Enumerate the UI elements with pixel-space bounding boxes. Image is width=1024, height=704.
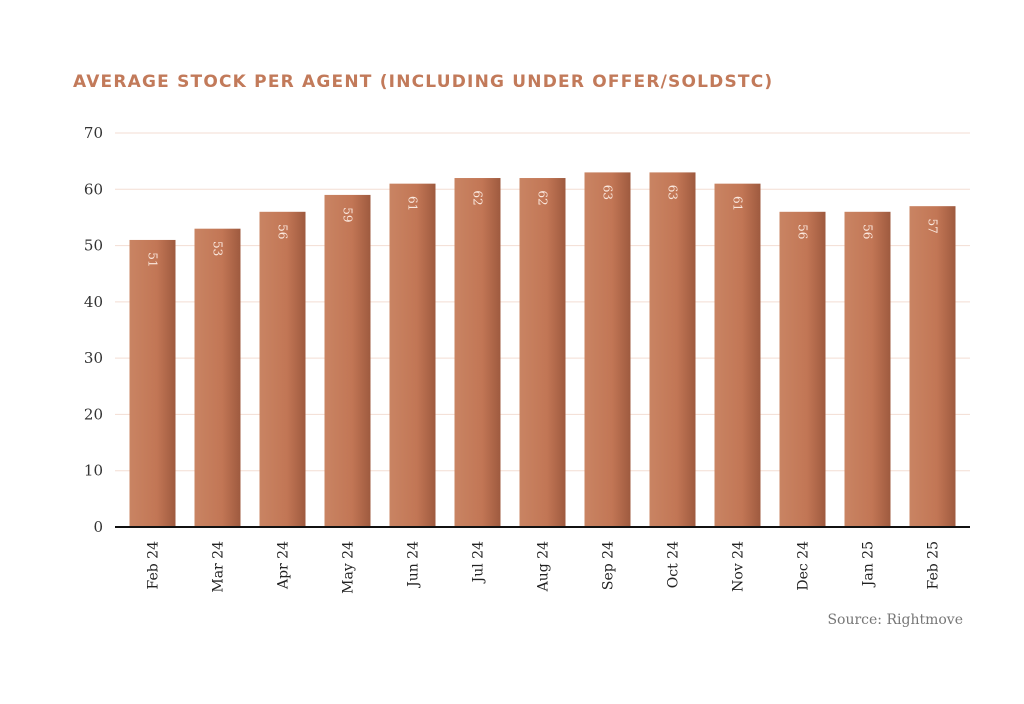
y-tick-label: 30 xyxy=(84,349,103,367)
bar xyxy=(519,178,566,527)
bar xyxy=(584,172,631,527)
x-tick-label: Aug 24 xyxy=(536,541,552,592)
bar xyxy=(129,239,176,527)
x-tick-label: Jul 24 xyxy=(471,541,487,584)
data-label: 61 xyxy=(731,196,745,211)
x-tick-label: Feb 25 xyxy=(926,541,942,589)
data-label: 57 xyxy=(926,219,940,234)
x-tick-label: Mar 24 xyxy=(211,541,227,593)
y-tick-label: 10 xyxy=(84,462,103,480)
bar xyxy=(194,228,241,527)
bar xyxy=(649,172,696,527)
x-tick-label: Dec 24 xyxy=(796,541,812,591)
x-tick-label: Apr 24 xyxy=(276,541,292,590)
x-tick-label: Jun 24 xyxy=(406,541,422,589)
bar xyxy=(714,183,761,527)
bar xyxy=(909,206,956,527)
bar xyxy=(259,211,306,528)
x-tick-label: Sep 24 xyxy=(601,541,617,590)
data-label: 56 xyxy=(796,224,810,239)
x-tick-label: Nov 24 xyxy=(731,541,747,592)
y-tick-label: 0 xyxy=(93,518,103,536)
bar xyxy=(454,178,501,527)
data-label: 62 xyxy=(536,190,550,205)
bar xyxy=(844,211,891,528)
data-label: 56 xyxy=(276,224,290,239)
data-label: 62 xyxy=(471,190,485,205)
x-tick-label: Feb 24 xyxy=(146,541,162,590)
y-tick-label: 60 xyxy=(84,180,103,198)
y-tick-label: 20 xyxy=(84,405,103,423)
bar xyxy=(779,211,826,528)
x-tick-label: Oct 24 xyxy=(666,541,682,588)
data-label: 63 xyxy=(666,185,680,200)
data-label: 59 xyxy=(341,207,355,222)
y-tick-label: 70 xyxy=(84,124,103,142)
source-note: Source: Rightmove xyxy=(827,612,963,628)
bar xyxy=(324,194,371,527)
data-label: 51 xyxy=(146,252,160,267)
data-label: 56 xyxy=(861,224,875,239)
chart-title: AVERAGE STOCK PER AGENT (INCLUDING UNDER… xyxy=(73,72,774,92)
y-tick-label: 50 xyxy=(84,237,103,255)
data-label: 53 xyxy=(211,241,225,256)
x-tick-label: May 24 xyxy=(341,541,357,594)
y-tick-label: 40 xyxy=(84,293,103,311)
data-label: 61 xyxy=(406,196,420,211)
x-tick-label: Jan 25 xyxy=(861,541,877,588)
data-label: 63 xyxy=(601,185,615,200)
bar xyxy=(389,183,436,527)
